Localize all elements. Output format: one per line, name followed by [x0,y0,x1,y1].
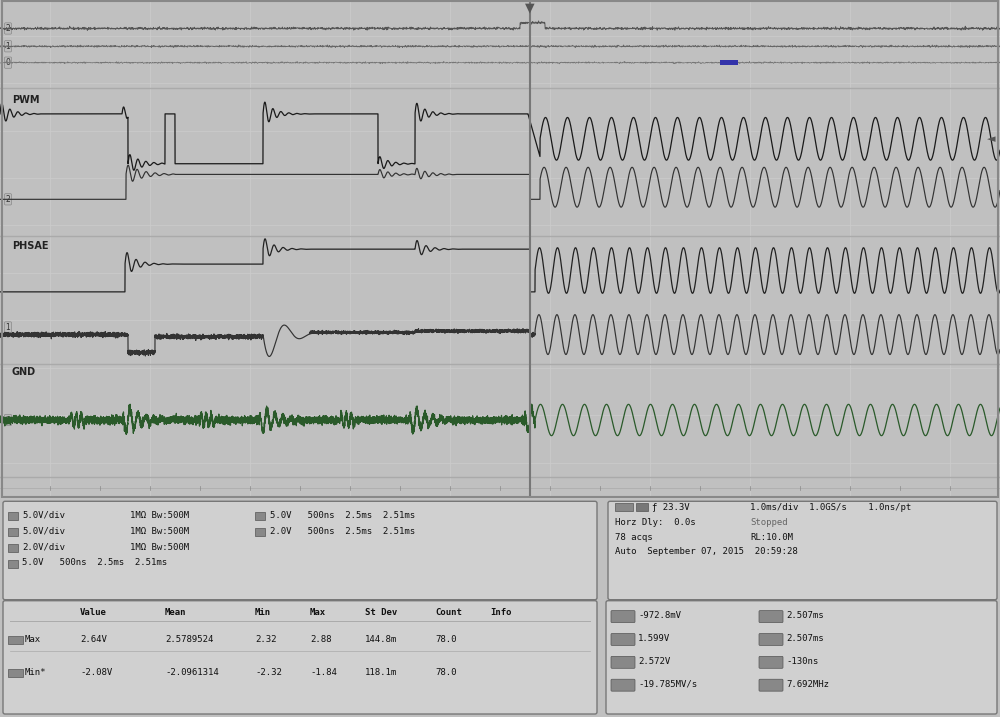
Text: 1MΩ Bw:500M: 1MΩ Bw:500M [130,511,189,520]
Text: Min*: Min* [25,668,46,677]
FancyBboxPatch shape [759,679,783,691]
Text: 1MΩ Bw:500M: 1MΩ Bw:500M [130,543,189,551]
FancyBboxPatch shape [3,501,597,599]
Text: 1.0ms/div  1.0GS/s    1.0ns/pt: 1.0ms/div 1.0GS/s 1.0ns/pt [750,503,911,512]
FancyBboxPatch shape [3,601,597,714]
Text: Count: Count [435,608,462,617]
Text: 5.0V   500ns  2.5ms  2.51ms: 5.0V 500ns 2.5ms 2.51ms [22,559,167,567]
Text: 2.5789524: 2.5789524 [165,635,213,644]
Text: Mean: Mean [165,608,186,617]
Text: PHSAE: PHSAE [12,241,48,251]
Text: ▼: ▼ [525,1,535,14]
FancyBboxPatch shape [759,611,783,622]
Text: Value: Value [80,608,107,617]
FancyBboxPatch shape [759,634,783,645]
Text: Min: Min [255,608,271,617]
Text: 144.8m: 144.8m [365,635,397,644]
Text: 2.507ms: 2.507ms [786,634,824,643]
Bar [255,528,265,536]
FancyBboxPatch shape [611,611,635,622]
Text: -2.08V: -2.08V [80,668,112,677]
Text: Info: Info [490,608,512,617]
Text: ◄: ◄ [986,134,995,144]
FancyBboxPatch shape [611,634,635,645]
Text: Horz Dly:  0.0s: Horz Dly: 0.0s [615,518,696,527]
Text: 0: 0 [6,416,10,424]
FancyBboxPatch shape [759,656,783,668]
Text: 7.692MHz: 7.692MHz [786,680,829,689]
Text: 1: 1 [6,42,10,51]
Text: 78 acqs: 78 acqs [615,533,653,541]
Bar [8,528,18,536]
Text: 2.88: 2.88 [310,635,332,644]
Text: Max: Max [310,608,326,617]
Text: 2: 2 [6,24,10,33]
Text: -19.785MV/s: -19.785MV/s [638,680,697,689]
Bar [8,544,18,552]
Text: 2.64V: 2.64V [80,635,107,644]
Text: -2.0961314: -2.0961314 [165,668,219,677]
Text: 5.0V/div: 5.0V/div [22,511,65,520]
Text: 1MΩ Bw:500M: 1MΩ Bw:500M [130,526,189,536]
Text: Stopped: Stopped [750,518,788,527]
Bar [8,512,18,521]
Text: 2.0V/div: 2.0V/div [22,543,65,551]
Text: 2.0V   500ns  2.5ms  2.51ms: 2.0V 500ns 2.5ms 2.51ms [270,526,415,536]
Text: PWM: PWM [12,95,40,105]
Text: St Dev: St Dev [365,608,397,617]
Text: 2.507ms: 2.507ms [786,611,824,620]
Bar [255,512,265,521]
Bar [636,503,648,511]
Text: 118.1m: 118.1m [365,668,397,677]
Text: RL:10.0M: RL:10.0M [750,533,793,541]
Text: 2.572V: 2.572V [638,657,670,666]
Bar [615,503,633,511]
FancyBboxPatch shape [611,656,635,668]
FancyBboxPatch shape [606,601,997,714]
Text: 0: 0 [6,58,10,67]
Text: -972.8mV: -972.8mV [638,611,681,620]
Bar [8,669,23,678]
Text: 2: 2 [6,195,10,204]
Text: 5.0V/div: 5.0V/div [22,526,65,536]
Text: 5.0V   500ns  2.5ms  2.51ms: 5.0V 500ns 2.5ms 2.51ms [270,511,415,520]
Text: 1.599V: 1.599V [638,634,670,643]
Text: Max: Max [25,635,41,644]
Text: -2.32: -2.32 [255,668,282,677]
Bar [8,560,18,568]
FancyBboxPatch shape [608,501,997,599]
Text: -1.84: -1.84 [310,668,337,677]
Text: -130ns: -130ns [786,657,818,666]
Text: 1: 1 [6,323,10,332]
FancyBboxPatch shape [611,679,635,691]
Bar [720,60,738,65]
Text: 2.32: 2.32 [255,635,276,644]
Text: 78.0: 78.0 [435,635,456,644]
Text: 78.0: 78.0 [435,668,456,677]
Bar [8,637,23,645]
Text: Auto  September 07, 2015  20:59:28: Auto September 07, 2015 20:59:28 [615,548,798,556]
Text: ƒ 23.3V: ƒ 23.3V [652,503,690,512]
Text: GND: GND [12,366,36,376]
